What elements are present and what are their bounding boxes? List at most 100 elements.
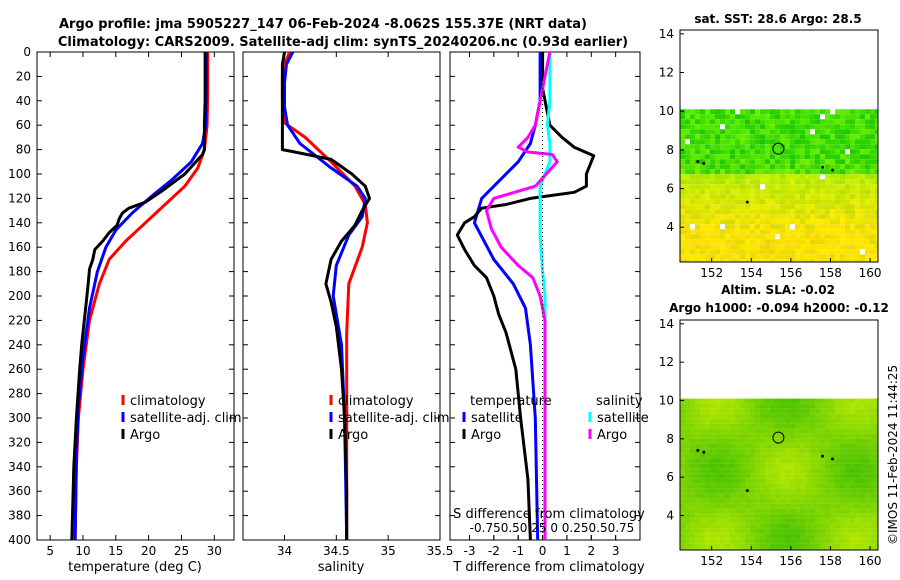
map-cell (705, 458, 710, 464)
map-cell (760, 109, 765, 115)
map-cell (875, 124, 878, 130)
map-cell (735, 139, 740, 145)
map-cell (875, 254, 878, 260)
map-cell (720, 239, 725, 245)
map-cell (760, 259, 765, 262)
y-tick-label: 10 (659, 104, 674, 118)
map-cell (755, 478, 760, 484)
map-cell (810, 468, 815, 474)
map-cell (770, 124, 775, 130)
map-cell (810, 124, 815, 130)
map-cell (825, 194, 830, 200)
map-cell (690, 149, 695, 155)
map-cell (855, 508, 860, 514)
map-cell (695, 214, 700, 220)
map-cell (835, 254, 840, 260)
map-cell (725, 518, 730, 524)
map-cell (720, 209, 725, 215)
map-cell (775, 114, 780, 120)
map-cell (755, 528, 760, 534)
map-cell (810, 483, 815, 489)
map-cell (865, 498, 870, 504)
map-cell (750, 523, 755, 529)
map-cell (785, 159, 790, 165)
map-cell (680, 423, 685, 429)
series-line-t-argo (455, 52, 596, 541)
y-tick-label: 20 (16, 69, 31, 83)
map-cell (795, 448, 800, 454)
y-tick-label: 320 (8, 435, 31, 449)
map-cell (870, 134, 875, 140)
map-cell (790, 124, 795, 130)
map-cell (735, 169, 740, 175)
map-cell (735, 458, 740, 464)
map-cell (805, 209, 810, 215)
legend-climatology-label: climatology (130, 394, 206, 409)
map-cell (795, 513, 800, 519)
map-cell (770, 159, 775, 165)
map-cell (735, 493, 740, 499)
map-cell (745, 234, 750, 240)
map-cell (825, 234, 830, 240)
map-cell (820, 184, 825, 190)
map-cell (815, 488, 820, 494)
map-cell (680, 538, 685, 544)
map-cell (680, 239, 685, 245)
map-cell (690, 503, 695, 509)
map-cell (870, 239, 875, 245)
map-cell (730, 418, 735, 424)
map-cell (860, 403, 865, 409)
map-cell (755, 493, 760, 499)
map-cell (710, 448, 715, 454)
map-cell (865, 398, 870, 404)
map-cell (795, 194, 800, 200)
map-cell (815, 473, 820, 479)
map-cell (860, 109, 865, 115)
map-cell (845, 129, 850, 135)
map-cell (760, 134, 765, 140)
map-cell (700, 184, 705, 190)
map-cell (745, 543, 750, 549)
map-cell (800, 184, 805, 190)
map-cell (820, 493, 825, 499)
map-cell (785, 169, 790, 175)
map-cell (750, 503, 755, 509)
map-cell (875, 423, 878, 429)
map-cell (825, 134, 830, 140)
map-cell (730, 189, 735, 195)
map-cell (820, 134, 825, 140)
map-cell (740, 498, 745, 504)
map-cell (765, 518, 770, 524)
map-cell (865, 184, 870, 190)
map-cell (775, 453, 780, 459)
map-cell (850, 224, 855, 230)
map-cell (795, 219, 800, 225)
map-cell (705, 438, 710, 444)
map-cell (785, 229, 790, 235)
map-cell (790, 408, 795, 414)
map-cell (720, 224, 725, 230)
map-cell (770, 543, 775, 549)
map-cell (740, 174, 745, 180)
map-cell (765, 204, 770, 210)
map-cell (855, 239, 860, 245)
map-cell (830, 433, 835, 439)
map-cell (860, 433, 865, 439)
map-cell (870, 184, 875, 190)
map-cell (760, 174, 765, 180)
map-cell (770, 169, 775, 175)
map-cell (750, 458, 755, 464)
map-cell (790, 219, 795, 225)
map-cell (695, 184, 700, 190)
map-cell (770, 209, 775, 215)
y-tick-label: 6 (666, 470, 674, 484)
map-cell (800, 463, 805, 469)
map-cell (775, 483, 780, 489)
map-cell (715, 493, 720, 499)
map-cell (790, 493, 795, 499)
map-cell (795, 174, 800, 180)
map-cell (810, 403, 815, 409)
map-cell (795, 199, 800, 205)
map-cell (845, 149, 850, 155)
map-cell (800, 214, 805, 220)
